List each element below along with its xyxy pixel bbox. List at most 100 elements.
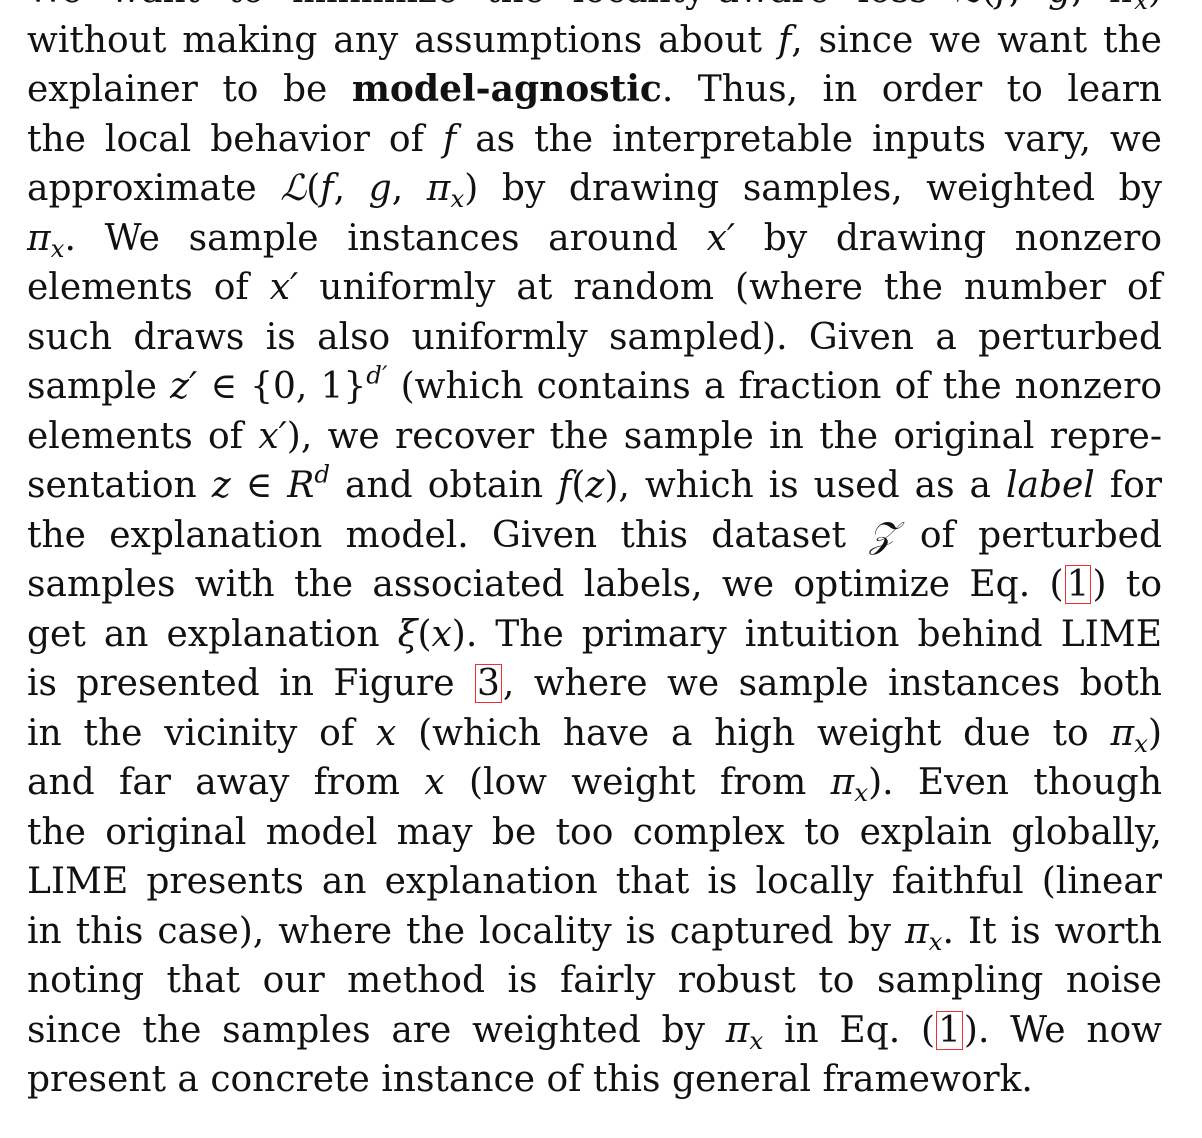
text-run: sample [27, 366, 171, 407]
text-run: of perturbed [896, 514, 1162, 556]
math-symbol: f [558, 465, 572, 506]
math-symbol: x [50, 233, 65, 263]
text-run: approximate [27, 168, 281, 209]
text-run: elements of [27, 415, 259, 457]
math-symbol: x [1134, 0, 1148, 15]
math-symbol: π [426, 168, 451, 209]
math-symbol: ℒ [280, 168, 307, 209]
bold-term: model-agnostic [351, 68, 662, 110]
cross-reference-link[interactable]: 3 [474, 663, 503, 704]
text-line: present a concrete instance of this gene… [27, 1055, 1162, 1105]
math-symbol: x′ [269, 267, 299, 308]
math-symbol: x [749, 1025, 764, 1055]
math-symbol: d′ [366, 360, 388, 390]
text-run: in Eq. ( [763, 1009, 936, 1051]
text-line: approximate ℒ(f, g, πx) by drawing sampl… [27, 164, 1162, 214]
text-run: ), which is used as a [604, 465, 1006, 506]
text-run: , [1009, 0, 1048, 11]
text-run: ( [982, 0, 996, 11]
math-symbol: x′ [706, 217, 736, 259]
math-symbol: π [1110, 0, 1134, 11]
math-symbol: ℒ [956, 0, 982, 11]
text-run: such draws is also uniformly sampled). G… [27, 316, 1162, 358]
math-symbol: g [1048, 0, 1071, 11]
text-line: in the vicinity of x (which have a high … [27, 709, 1162, 759]
text-line: and far away from x (low weight from πx)… [27, 758, 1162, 808]
text-run: (which contains a fraction of the nonzer… [387, 366, 1162, 407]
text-run: (which have a high weight due to [396, 712, 1111, 754]
math-symbol: π [1110, 712, 1135, 754]
text-run: , [1071, 0, 1110, 11]
text-line: the local behavior of f as the interpret… [27, 115, 1162, 165]
text-run: sentation [27, 465, 212, 506]
math-symbol: x [431, 613, 452, 655]
text-run: by drawing nonzero [735, 217, 1162, 259]
text-line: LIME presents an explanation that is loc… [27, 857, 1162, 907]
text-run: and obtain [330, 465, 559, 506]
math-symbol: g [368, 168, 392, 209]
math-symbol: f [996, 0, 1009, 11]
text-run: in the vicinity of [27, 712, 376, 754]
text-line: since the samples are weighted by πx in … [27, 1006, 1162, 1056]
math-symbol: x [424, 762, 445, 803]
math-symbol: π [905, 910, 929, 952]
math-symbol: π [725, 1009, 750, 1051]
math-symbol: R [287, 465, 315, 506]
text-line: elements of x′), we recover the sample i… [27, 412, 1162, 462]
math-symbol: f [442, 118, 457, 160]
text-run: We want to minimize the locality-aware l… [27, 0, 956, 11]
body-paragraph: We want to minimize the locality-aware l… [27, 0, 1162, 1105]
text-line: such draws is also uniformly sampled). G… [27, 313, 1162, 363]
math-symbol: ξ [397, 613, 418, 655]
math-symbol: z′ [170, 366, 198, 407]
text-run: and far away from [27, 762, 425, 803]
math-symbol: x′ [258, 415, 287, 457]
text-run: . It is worth [942, 910, 1162, 952]
text-run: , where we sample instances both [502, 663, 1162, 704]
math-symbol: f [320, 168, 334, 209]
text-line: is presented in Figure 3, where we sampl… [27, 659, 1162, 709]
text-run: ) by drawing samples, weighted by [464, 168, 1162, 209]
text-run: , [391, 168, 427, 209]
text-run: ( [417, 613, 432, 655]
text-run: ) [1147, 712, 1162, 754]
text-run: for [1094, 465, 1162, 506]
text-run: the local behavior of [27, 118, 443, 160]
cross-reference-link[interactable]: 1 [1064, 564, 1093, 605]
text-run: LIME presents an explanation that is loc… [27, 861, 1162, 902]
text-run: ). Even though [868, 762, 1163, 803]
text-line: sample z′ ∈ {0, 1}d′ (which contains a f… [27, 362, 1162, 412]
math-symbol: x [375, 712, 397, 754]
text-run: samples with the associated labels, we o… [27, 564, 1064, 605]
math-symbol: π [830, 762, 855, 803]
math-symbol: x [854, 777, 869, 807]
text-line: in this case), where the locality is cap… [27, 907, 1162, 957]
text-run: noting that our method is fairly robust … [27, 960, 1162, 1001]
text-run: , since we want the [791, 19, 1162, 61]
text-run: ), we recover the sample in the original… [286, 415, 1162, 457]
text-run: present a concrete instance of this gene… [27, 1059, 1033, 1100]
text-run: ∈ {0, 1} [197, 366, 367, 407]
cross-reference-link[interactable]: 1 [935, 1010, 964, 1051]
text-run: ∈ [230, 465, 288, 506]
text-line: the explanation model. Given this datase… [27, 511, 1162, 561]
math-symbol: f [777, 19, 792, 61]
text-run: explainer to be [27, 69, 352, 110]
text-run: the original model may be too complex to… [27, 811, 1162, 853]
text-run: ). We now [963, 1009, 1163, 1051]
text-line: We want to minimize the locality-aware l… [27, 0, 1162, 16]
text-run: ( [571, 465, 586, 506]
math-symbol: x [1134, 728, 1148, 758]
text-run: ( [306, 168, 321, 209]
text-run: elements of [27, 267, 270, 308]
text-run: since the samples are weighted by [27, 1009, 726, 1051]
text-run: . We sample instances around [64, 217, 707, 259]
text-run: uniformly at random (where the number of [298, 267, 1163, 308]
text-line: get an explanation ξ(x). The primary int… [27, 610, 1162, 660]
text-line: sentation z ∈ Rd and obtain f(z), which … [27, 461, 1162, 511]
math-symbol: label [1005, 465, 1095, 506]
text-line: noting that our method is fairly robust … [27, 956, 1162, 1006]
text-line: samples with the associated labels, we o… [27, 560, 1162, 610]
math-symbol: z [211, 465, 231, 506]
